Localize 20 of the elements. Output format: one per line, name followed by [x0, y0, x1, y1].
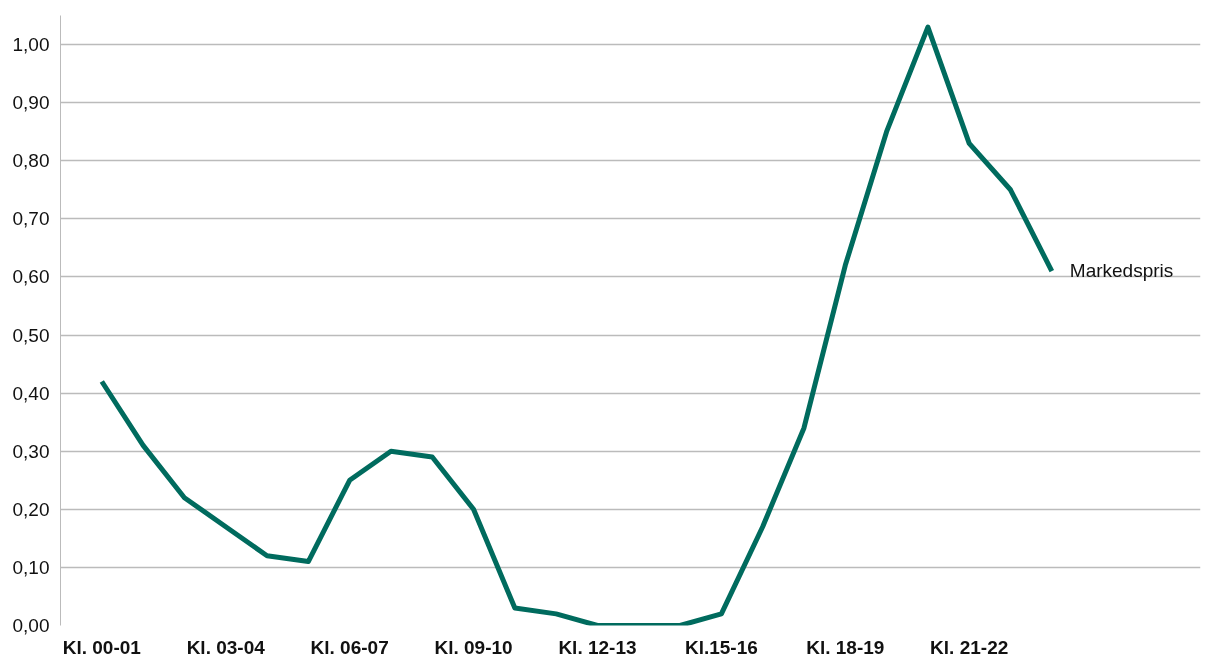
y-tick-label: 0,40: [12, 382, 50, 404]
x-tick-label: Kl. 03-04: [186, 636, 266, 658]
y-tick-label: 0,80: [12, 150, 50, 172]
y-tick-label: 0,30: [12, 440, 50, 462]
y-tick-label: 0,70: [12, 208, 50, 230]
x-tick-label: Kl. 00-01: [62, 636, 142, 658]
y-tick-label: 0,10: [12, 556, 50, 578]
x-tick-label: Kl. 18-19: [806, 636, 885, 658]
x-tick-label: Kl. 21-22: [930, 636, 1009, 658]
y-tick-label: 0,90: [12, 92, 50, 114]
x-tick-label: Kl. 09-10: [434, 636, 513, 658]
x-tick-label: Kl.15-16: [684, 636, 758, 658]
y-tick-label: 0,20: [12, 498, 50, 520]
y-tick-label: 0,60: [12, 266, 50, 288]
x-tick-label: Kl. 12-13: [558, 636, 637, 658]
series-label: Markedspris: [1069, 260, 1174, 282]
y-tick-label: 0,50: [12, 324, 50, 346]
y-tick-label: 1,00: [12, 34, 50, 56]
y-tick-label: 0,00: [12, 615, 50, 636]
x-tick-label: Kl. 06-07: [310, 636, 389, 658]
